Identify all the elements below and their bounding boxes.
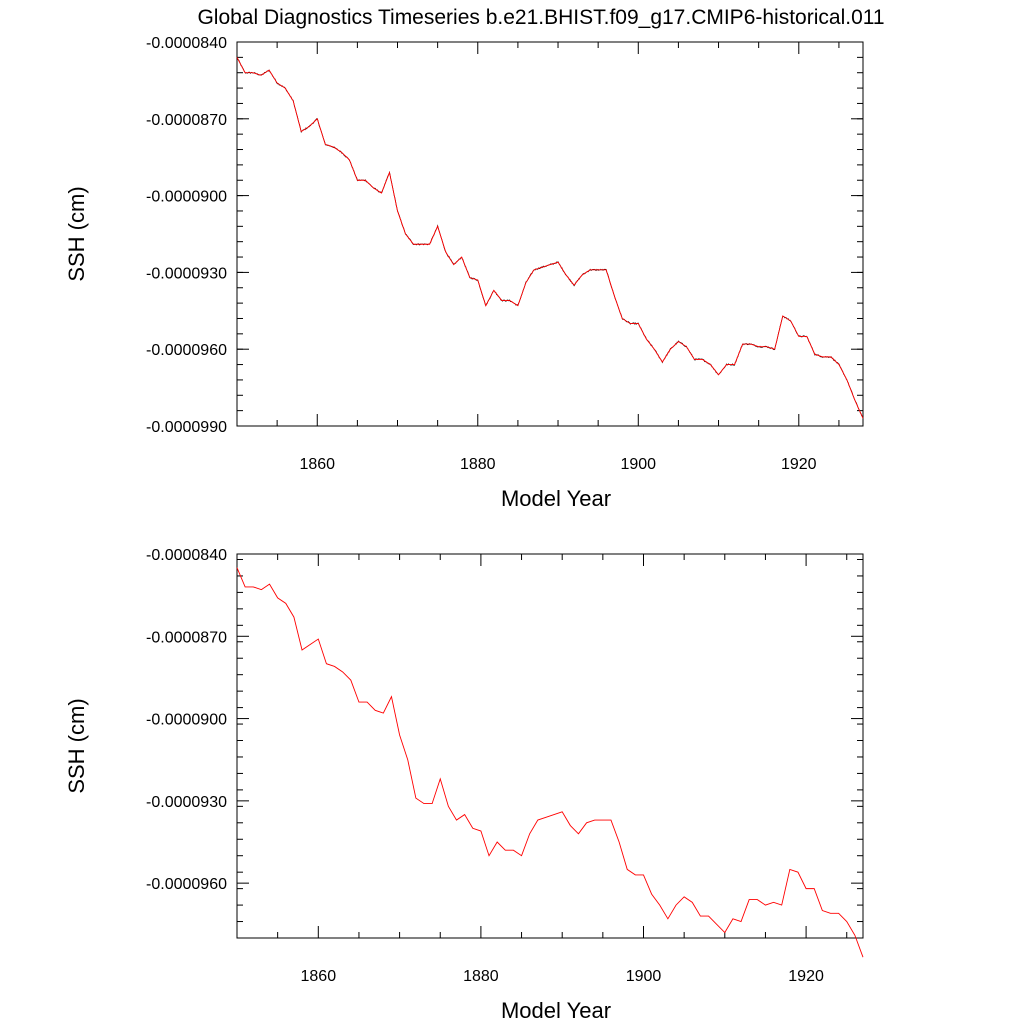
y-axis-label: SSH (cm) (64, 186, 89, 281)
y-tick-label: -0.0000960 (146, 342, 227, 359)
x-tick-label: 1900 (620, 456, 656, 473)
y-tick-label: -0.0000960 (146, 876, 227, 893)
x-axis-label: Model Year (501, 486, 611, 511)
bottom-panel: 1860 1880 1900 1920 -0.0000840 -0.0000870 -0.0… (64, 547, 864, 1023)
y-tick-label: -0.0000840 (146, 35, 227, 52)
plot-frame-0 (236, 41, 864, 427)
chart-title: Global Diagnostics Timeseries b.e21.BHIS… (197, 6, 884, 29)
y-tick-label: -0.0000990 (146, 419, 227, 436)
x-tick-label: 1920 (781, 456, 817, 473)
x-tick-label: 1860 (301, 968, 337, 985)
y-tick-label: -0.0000900 (146, 189, 227, 206)
annual-series-line (236, 567, 864, 958)
x-tick-label: 1880 (463, 968, 499, 985)
monthly-series-line (236, 56, 864, 419)
x-axis-label: Model Year (501, 998, 611, 1023)
plot-frame-1 (236, 553, 864, 939)
x-tick-label: 1860 (299, 456, 335, 473)
y-tick-label: -0.0000930 (146, 265, 227, 282)
y-axis-label: SSH (cm) (64, 698, 89, 793)
x-tick-label: 1900 (626, 968, 662, 985)
x-tick-label: 1880 (460, 456, 496, 473)
annual-series-line (236, 57, 864, 419)
x-tick-label: 1920 (788, 968, 824, 985)
y-tick-label: -0.0000870 (146, 629, 227, 646)
y-tick-label: -0.0000840 (146, 547, 227, 564)
y-tick-label: -0.0000900 (146, 712, 227, 729)
top-panel: 1860 1880 1900 1920 -0.0000840 -0.0000870 -0.0… (64, 35, 864, 511)
y-tick-label: -0.0000870 (146, 112, 227, 129)
y-tick-label: -0.0000930 (146, 794, 227, 811)
